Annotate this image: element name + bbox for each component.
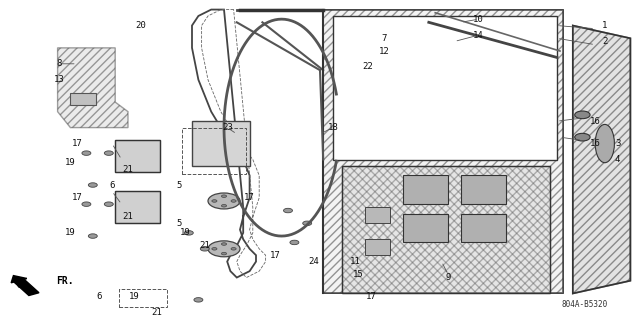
Text: 2: 2: [602, 37, 607, 46]
Circle shape: [82, 151, 91, 155]
Circle shape: [104, 151, 113, 155]
Circle shape: [200, 247, 209, 251]
Text: 24: 24: [308, 257, 319, 266]
Text: 8: 8: [56, 59, 61, 68]
Text: 11: 11: [350, 257, 360, 266]
Bar: [119, 289, 167, 307]
Text: 21: 21: [200, 241, 210, 250]
Circle shape: [212, 248, 217, 250]
Text: 17: 17: [244, 193, 255, 202]
Text: 12: 12: [379, 47, 389, 56]
Bar: [403, 175, 448, 204]
Text: 4: 4: [615, 155, 620, 164]
Circle shape: [194, 298, 203, 302]
Bar: [192, 121, 250, 166]
Circle shape: [575, 111, 590, 119]
Circle shape: [284, 208, 292, 213]
Text: 13: 13: [54, 75, 64, 84]
Text: 1: 1: [602, 21, 607, 30]
Polygon shape: [333, 16, 557, 160]
Text: 3: 3: [615, 139, 620, 148]
Circle shape: [88, 183, 97, 187]
Bar: [365, 207, 390, 223]
Bar: [365, 239, 390, 255]
Circle shape: [231, 248, 236, 250]
Bar: [115, 191, 160, 223]
Circle shape: [208, 193, 240, 209]
FancyArrow shape: [11, 276, 39, 295]
Text: 15: 15: [353, 270, 364, 279]
Circle shape: [82, 202, 91, 206]
Polygon shape: [573, 26, 630, 293]
Circle shape: [221, 204, 227, 207]
Text: FR.: FR.: [56, 276, 74, 286]
Text: 804A-B5320: 804A-B5320: [562, 300, 608, 309]
Text: 9: 9: [445, 273, 451, 282]
Circle shape: [88, 234, 97, 238]
Text: 6: 6: [109, 181, 115, 189]
Bar: [461, 214, 506, 242]
Bar: [403, 214, 448, 242]
Text: 18: 18: [328, 123, 338, 132]
Text: 21: 21: [152, 308, 162, 317]
Polygon shape: [323, 10, 563, 293]
Polygon shape: [342, 166, 550, 293]
Circle shape: [290, 240, 299, 245]
Circle shape: [212, 200, 217, 202]
Bar: [115, 140, 160, 172]
Text: 5: 5: [177, 219, 182, 228]
Circle shape: [221, 252, 227, 255]
Text: 19: 19: [180, 228, 191, 237]
Text: 22: 22: [363, 63, 373, 71]
Text: 17: 17: [270, 251, 280, 260]
Text: 21: 21: [123, 165, 133, 174]
Circle shape: [184, 231, 193, 235]
Text: 20: 20: [136, 21, 146, 30]
Text: 6: 6: [97, 292, 102, 301]
Text: 17: 17: [366, 292, 376, 301]
Text: 7: 7: [381, 34, 387, 43]
Text: 14: 14: [474, 31, 484, 40]
Text: 19: 19: [129, 292, 140, 301]
Text: 5: 5: [177, 181, 182, 189]
Circle shape: [575, 133, 590, 141]
Circle shape: [104, 202, 113, 206]
Text: 17: 17: [72, 139, 82, 148]
Circle shape: [303, 221, 312, 226]
Text: 10: 10: [474, 15, 484, 24]
Circle shape: [208, 241, 240, 257]
Text: 23: 23: [222, 123, 232, 132]
Text: 21: 21: [123, 212, 133, 221]
Text: 19: 19: [65, 158, 76, 167]
Text: 16: 16: [590, 117, 600, 126]
Bar: [182, 128, 246, 174]
Bar: [70, 93, 96, 105]
Circle shape: [231, 200, 236, 202]
Text: 16: 16: [590, 139, 600, 148]
Text: 19: 19: [65, 228, 76, 237]
Circle shape: [221, 243, 227, 245]
Text: 17: 17: [72, 193, 82, 202]
Ellipse shape: [595, 124, 614, 163]
Bar: [115, 191, 160, 223]
Bar: [461, 175, 506, 204]
Bar: [115, 140, 160, 172]
Circle shape: [221, 195, 227, 197]
Polygon shape: [58, 48, 128, 128]
